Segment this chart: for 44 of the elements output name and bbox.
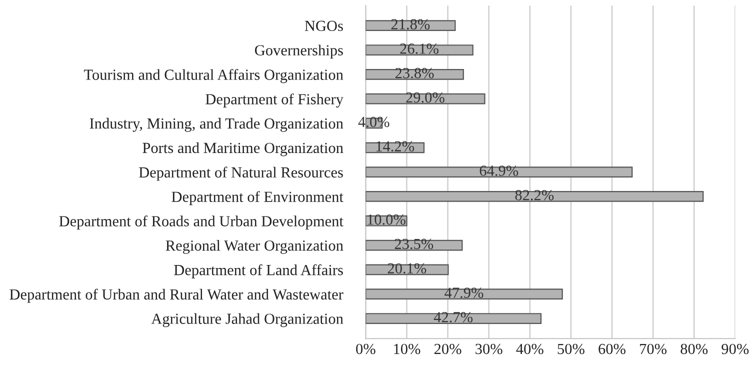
x-tick-label: 30% <box>476 344 502 354</box>
x-tick-label: 50% <box>558 344 584 354</box>
y-tick-label: Department of Land Affairs <box>174 264 343 278</box>
bar <box>366 68 464 80</box>
bar <box>366 44 474 56</box>
y-tick-label: Governerships <box>254 44 343 59</box>
bar <box>366 93 486 104</box>
bar <box>366 288 563 300</box>
data-label: 21.8% <box>391 19 430 30</box>
y-tick-label: Ports and Maritime Organization <box>142 142 344 156</box>
data-label: 23.8% <box>395 68 434 78</box>
y-tick-label: NGOs <box>304 20 343 32</box>
y-tick-label: Department of Fishery <box>206 93 344 108</box>
data-label: 29.0% <box>406 92 444 103</box>
x-tick-label: 40% <box>516 344 544 354</box>
x-tick-label: 80% <box>680 344 708 354</box>
y-tick-label: Tourism and Cultural Affairs Organization <box>84 69 344 84</box>
data-label: 64.9% <box>480 166 518 176</box>
bar <box>366 20 456 32</box>
bar <box>366 264 449 276</box>
y-tick-label: Regional Water Organization <box>166 240 344 254</box>
y-tick-label: Department of Roads and Urban Development <box>59 215 344 230</box>
data-label: 47.9% <box>444 288 484 298</box>
y-tick-label: Department of Urban and Rural Water and Wastewater <box>10 288 344 303</box>
bar <box>366 191 704 202</box>
x-tick-label: 0% <box>356 344 376 354</box>
bar <box>366 166 633 178</box>
x-tick-label: 90% <box>722 344 749 354</box>
y-tick-label: Industry, Mining, and Trade Organization <box>90 118 344 132</box>
data-label: 82.2% <box>515 190 554 200</box>
data-label: 26.1% <box>400 44 438 54</box>
y-tick-label: Department of Environment <box>172 191 344 206</box>
x-tick-label: 70% <box>640 344 667 354</box>
data-label: 42.7% <box>434 312 473 322</box>
x-tick-label: 20% <box>434 344 462 354</box>
data-label: 23.5% <box>394 238 434 250</box>
y-tick-label: Agriculture Jahad Organization <box>151 313 344 328</box>
data-label: 20.1% <box>388 263 426 274</box>
bar <box>366 313 542 324</box>
data-label: 10.0% <box>368 214 406 225</box>
x-tick-label: 60% <box>598 344 626 354</box>
data-label: 14.2% <box>376 141 414 152</box>
x-tick-label: 10% <box>394 344 420 354</box>
y-tick-label: Department of Natural Resources <box>139 166 343 181</box>
